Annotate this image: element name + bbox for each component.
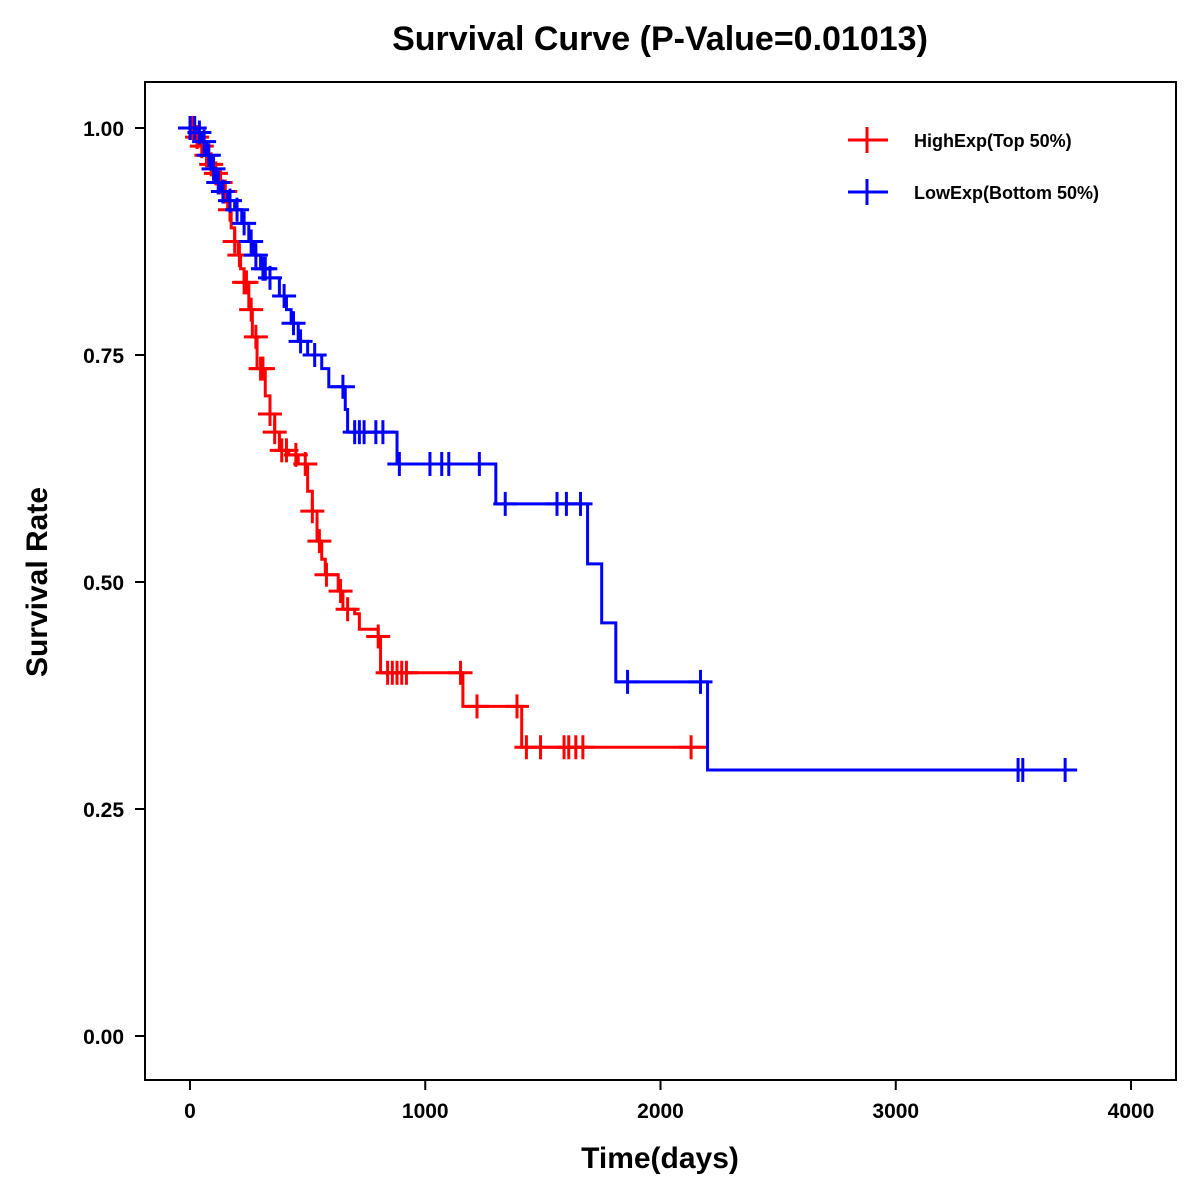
censor-mark — [688, 669, 713, 694]
censor-mark — [615, 669, 640, 694]
censor-mark — [272, 283, 297, 308]
censor-mark — [288, 329, 313, 354]
censor-mark — [201, 156, 226, 181]
censor-mark — [436, 451, 461, 476]
censor-mark — [366, 624, 391, 649]
series-layer — [178, 116, 1078, 782]
y-axis-label: Survival Rate — [21, 487, 54, 677]
legend-entry: LowExp(Bottom 50%) — [848, 179, 1099, 205]
censor-mark — [196, 143, 221, 168]
censor-mark — [257, 402, 282, 427]
y-tick-label: 0.00 — [83, 1026, 124, 1049]
censor-mark — [239, 297, 264, 322]
legend-label: LowExp(Bottom 50%) — [914, 183, 1099, 203]
y-tick-label: 0.25 — [83, 799, 124, 822]
x-axis: 0 1000 2000 3000 4000 — [184, 1080, 1154, 1123]
censor-mark — [234, 270, 259, 295]
x-tick-label: 0 — [184, 1100, 196, 1123]
censor-mark — [448, 660, 473, 685]
censor-mark — [293, 451, 318, 476]
censor-mark — [330, 374, 355, 399]
censor-mark — [192, 129, 217, 154]
censor-mark — [370, 420, 395, 445]
censor-mark — [243, 324, 268, 349]
censor-mark — [307, 529, 332, 554]
legend-plus-icon — [848, 127, 888, 153]
legend-label: HighExp(Top 50%) — [914, 131, 1072, 151]
chart-title: Survival Curve (P-Value=0.01013) — [392, 20, 928, 58]
censor-mark — [182, 116, 207, 140]
y-tick-label: 0.50 — [83, 572, 124, 595]
legend: HighExp(Top 50%) LowExp(Bottom 50%) — [848, 127, 1099, 205]
y-tick-label: 1.00 — [83, 118, 124, 141]
legend-plus-icon — [848, 179, 888, 205]
censor-mark — [328, 579, 353, 604]
y-tick-label: 0.75 — [83, 345, 124, 368]
censor-mark — [504, 694, 529, 719]
censor-mark — [262, 420, 287, 445]
censor-mark — [335, 597, 360, 622]
censor-mark — [570, 735, 595, 760]
censor-mark — [232, 211, 257, 236]
censor-mark — [387, 451, 412, 476]
censor-mark — [281, 311, 306, 336]
x-tick-label: 1000 — [402, 1100, 449, 1123]
censor-mark — [314, 562, 339, 587]
censor-mark — [394, 660, 419, 685]
x-tick-label: 4000 — [1108, 1100, 1155, 1123]
legend-entry: HighExp(Top 50%) — [848, 127, 1072, 153]
censor-mark — [679, 735, 704, 760]
censor-mark — [1053, 757, 1078, 782]
y-axis: 0.00 0.25 0.50 0.75 1.00 — [83, 118, 145, 1049]
censor-mark — [465, 694, 490, 719]
censor-mark — [1010, 757, 1035, 782]
censor-mark — [243, 243, 268, 268]
x-tick-label: 2000 — [637, 1100, 684, 1123]
plot-area — [144, 81, 1177, 1081]
censor-mark — [568, 491, 593, 516]
censor-mark — [302, 343, 327, 367]
censor-mark — [250, 356, 275, 381]
censor-mark — [467, 451, 492, 476]
x-tick-label: 3000 — [872, 1100, 919, 1123]
censor-mark — [493, 491, 518, 516]
censor-mark — [528, 735, 553, 760]
censor-mark — [225, 197, 250, 222]
series-low-exp — [178, 116, 1078, 782]
censor-mark — [257, 265, 282, 290]
censor-mark — [300, 499, 325, 524]
x-axis-label: Time(days) — [581, 1142, 739, 1175]
censor-mark — [239, 229, 264, 254]
